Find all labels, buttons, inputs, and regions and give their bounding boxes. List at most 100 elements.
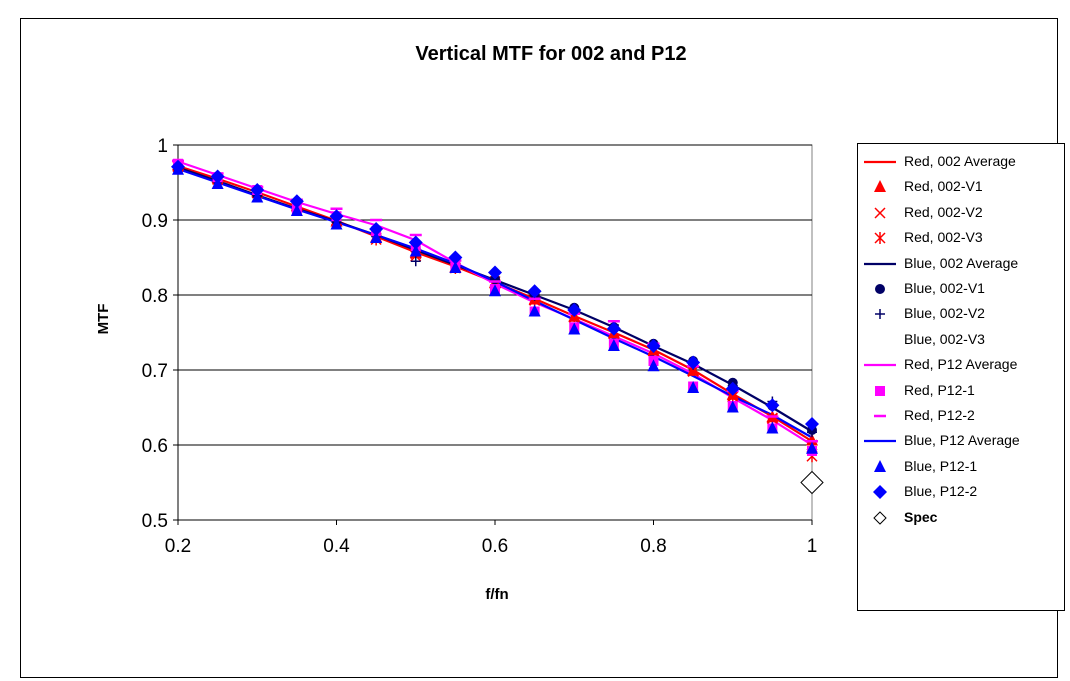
chart-canvas: Vertical MTF for 002 and P12 f/fn MTF 0.… bbox=[95, 43, 824, 603]
legend-label: Red, P12-1 bbox=[904, 381, 975, 398]
data-point bbox=[805, 417, 819, 431]
data-point bbox=[330, 217, 343, 230]
x-tick-label: 0.4 bbox=[323, 536, 350, 557]
chart-frame: Vertical MTF for 002 and P12 f/fn MTF 0.… bbox=[20, 18, 1065, 678]
legend-key-marker bbox=[875, 309, 885, 320]
legend-key bbox=[873, 510, 887, 525]
y-axis-label: MTF bbox=[95, 304, 112, 335]
legend-entry: Spec bbox=[858, 505, 1064, 531]
legend-key bbox=[874, 207, 886, 219]
data-point bbox=[370, 231, 383, 243]
legend-entry: Red, 002-V1 bbox=[858, 174, 1064, 200]
data-point bbox=[329, 209, 344, 224]
y-tick-label: 0.7 bbox=[142, 361, 168, 382]
data-point bbox=[686, 355, 701, 370]
x-tick-label: 0.6 bbox=[482, 536, 508, 557]
legend-key-marker bbox=[875, 284, 885, 294]
data-point bbox=[568, 322, 581, 335]
legend-key bbox=[874, 459, 886, 472]
data-point bbox=[800, 470, 824, 495]
data-point bbox=[489, 284, 501, 297]
legend-entry: Blue, 002-V2 bbox=[858, 301, 1064, 327]
data-point bbox=[567, 303, 582, 317]
data-point bbox=[528, 304, 541, 317]
legend-key-marker bbox=[873, 510, 887, 525]
data-point bbox=[765, 398, 780, 413]
legend-entry: Blue, P12-2 bbox=[858, 479, 1064, 505]
plot-area: 0.5 0.6 0.7 0.8 0.9 1 0.2 0.4 0.6 0.8 1 bbox=[142, 136, 824, 557]
data-point bbox=[606, 321, 621, 336]
legend-key bbox=[874, 180, 886, 193]
legend-entry: Blue, 002 Average bbox=[858, 251, 1064, 277]
x-tick-label: 0.2 bbox=[165, 536, 191, 557]
data-point bbox=[409, 244, 422, 257]
legend-key bbox=[873, 485, 887, 500]
data-point bbox=[687, 381, 700, 393]
data-point bbox=[527, 284, 542, 299]
legend-label: Spec bbox=[904, 508, 938, 525]
legend-label: Red, 002-V2 bbox=[904, 203, 983, 220]
legend-label: Blue, P12-2 bbox=[904, 483, 978, 500]
legend-entry: Red, 002-V2 bbox=[858, 200, 1064, 226]
data-point bbox=[369, 222, 384, 236]
x-tick-label: 1 bbox=[807, 536, 818, 557]
legend-label: Blue, P12-1 bbox=[904, 457, 978, 474]
plot-background bbox=[177, 144, 813, 521]
legend-label: Blue, 002-V3 bbox=[904, 330, 985, 347]
legend-entry: Red, P12 Average bbox=[858, 352, 1064, 378]
legend-key bbox=[864, 262, 896, 265]
legend-key-marker bbox=[873, 485, 887, 500]
data-point bbox=[766, 421, 779, 434]
legend-entry: Blue, P12 Average bbox=[858, 428, 1064, 454]
legend-entry: Blue, 002-V3 bbox=[858, 327, 1064, 353]
series-markers-13 bbox=[171, 159, 819, 431]
legend-key-marker bbox=[875, 385, 885, 396]
legend-key bbox=[875, 309, 885, 320]
series-markers-14 bbox=[800, 470, 824, 495]
legend-key bbox=[875, 385, 885, 396]
y-tick-label: 0.8 bbox=[142, 286, 168, 307]
data-point bbox=[250, 183, 265, 197]
data-point bbox=[448, 250, 463, 265]
legend-entry: Red, P12-2 bbox=[858, 403, 1064, 429]
legend-label: Blue, 002-V2 bbox=[904, 305, 985, 322]
legend-label: Red, 002 Average bbox=[904, 153, 1016, 169]
data-point bbox=[408, 235, 423, 250]
y-tick-label: 0.6 bbox=[142, 436, 168, 457]
data-point bbox=[806, 441, 818, 454]
data-point bbox=[289, 194, 304, 209]
data-point bbox=[290, 204, 303, 216]
legend-key bbox=[864, 440, 896, 443]
data-point bbox=[607, 339, 620, 351]
x-axis-label: f/fn bbox=[485, 586, 508, 603]
data-point bbox=[646, 339, 661, 353]
data-point bbox=[647, 359, 660, 372]
legend-entry: Red, 002 Average bbox=[858, 149, 1064, 175]
legend-key-marker bbox=[874, 232, 886, 245]
legend-label: Blue, 002 Average bbox=[904, 254, 1019, 271]
chart-title: Vertical MTF for 002 and P12 bbox=[415, 43, 686, 65]
data-point bbox=[726, 400, 739, 413]
legend-label: Red, P12-2 bbox=[904, 407, 975, 423]
legend-entry: Red, P12-1 bbox=[858, 378, 1064, 404]
y-tick-label: 1 bbox=[157, 136, 168, 157]
legend-key bbox=[864, 160, 896, 164]
legend-label: Red, 002-V1 bbox=[904, 178, 983, 195]
legend-label: Red, 002-V3 bbox=[904, 229, 983, 246]
data-point bbox=[171, 159, 185, 174]
legend-key-marker bbox=[874, 207, 886, 219]
legend-label: Red, P12 Average bbox=[904, 356, 1018, 373]
legend-key bbox=[864, 364, 896, 367]
legend-key-marker-stroke bbox=[874, 207, 886, 219]
data-point bbox=[488, 265, 502, 280]
legend-label: Blue, P12 Average bbox=[904, 432, 1020, 449]
legend-entry: Red, 002-V3 bbox=[858, 225, 1064, 251]
legend-key-marker bbox=[874, 180, 886, 193]
data-point bbox=[410, 256, 421, 267]
data-point bbox=[449, 261, 462, 273]
legend-entry: Blue, 002-V1 bbox=[858, 276, 1064, 302]
x-tick-label: 0.8 bbox=[640, 536, 666, 557]
legend-key bbox=[874, 414, 886, 418]
legend-key bbox=[862, 330, 898, 350]
legend-entry: Blue, P12-1 bbox=[858, 454, 1064, 480]
